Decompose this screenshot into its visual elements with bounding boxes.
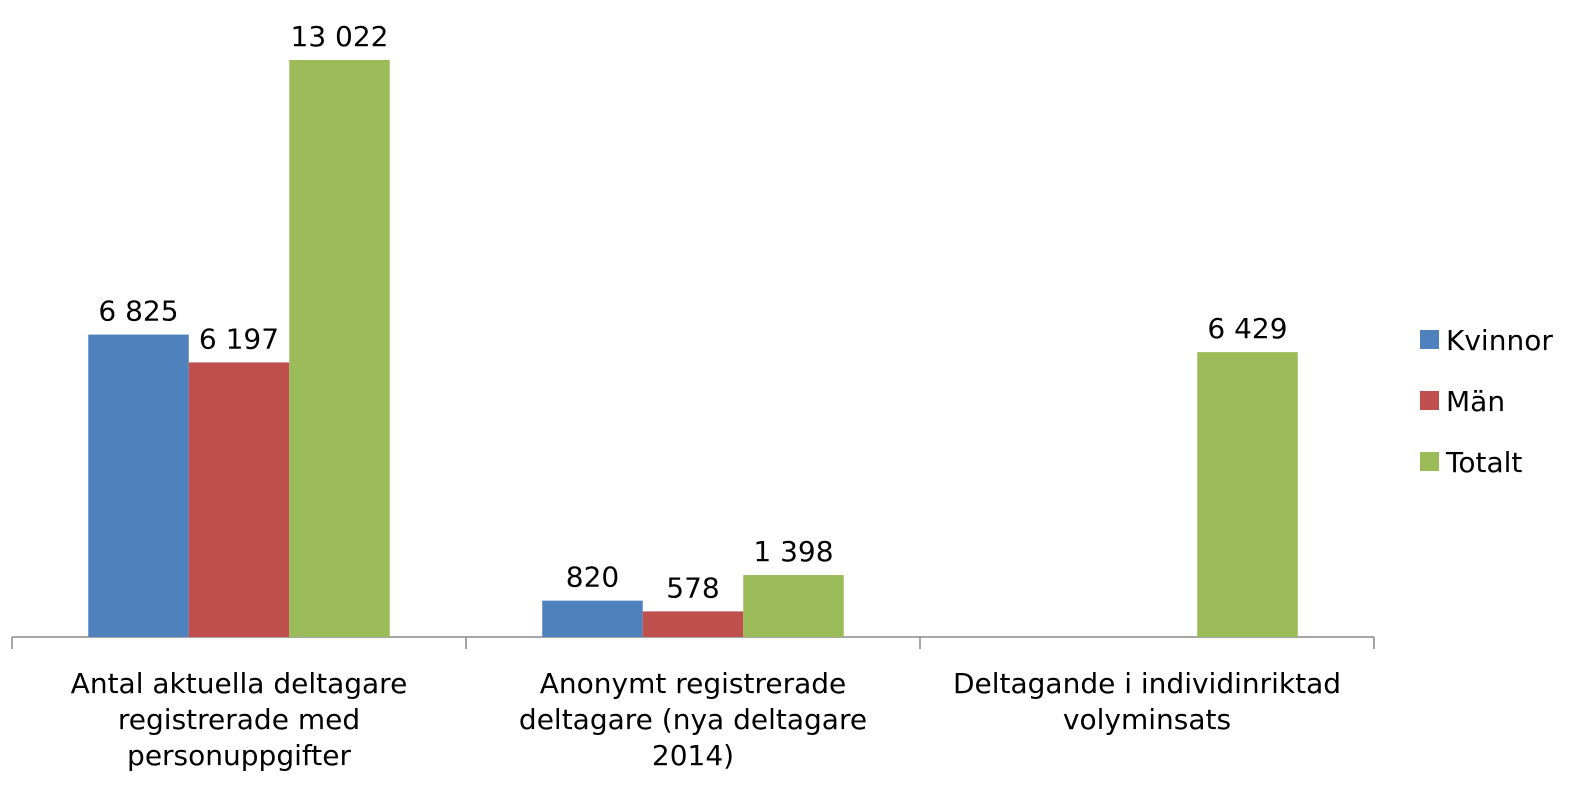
x-tick-label: Anonymt registrerade deltagare (nya delt… <box>518 667 868 772</box>
data-label: 578 <box>666 571 719 604</box>
data-label: 6 197 <box>199 322 279 355</box>
data-label: 6 825 <box>98 295 178 328</box>
bar <box>88 334 189 637</box>
legend-label: Kvinnor <box>1446 324 1553 357</box>
legend-label: Män <box>1446 385 1505 418</box>
data-label: 13 022 <box>291 20 389 53</box>
bar <box>743 575 844 637</box>
bar <box>1197 352 1298 637</box>
data-label: 1 398 <box>753 535 833 568</box>
legend-swatch <box>1420 391 1439 410</box>
legend-label: Totalt <box>1445 446 1522 479</box>
data-label: 6 429 <box>1207 312 1287 345</box>
bar <box>642 611 744 637</box>
data-label: 820 <box>566 561 619 594</box>
legend-swatch <box>1420 330 1439 349</box>
bar <box>188 362 290 637</box>
legend-swatch <box>1420 452 1439 471</box>
bar <box>289 60 390 637</box>
bar <box>542 600 643 637</box>
x-tick-label: Deltagande i individinriktad volyminsats <box>952 667 1342 736</box>
x-tick-label: Antal aktuella deltagare registrerade me… <box>70 667 408 772</box>
